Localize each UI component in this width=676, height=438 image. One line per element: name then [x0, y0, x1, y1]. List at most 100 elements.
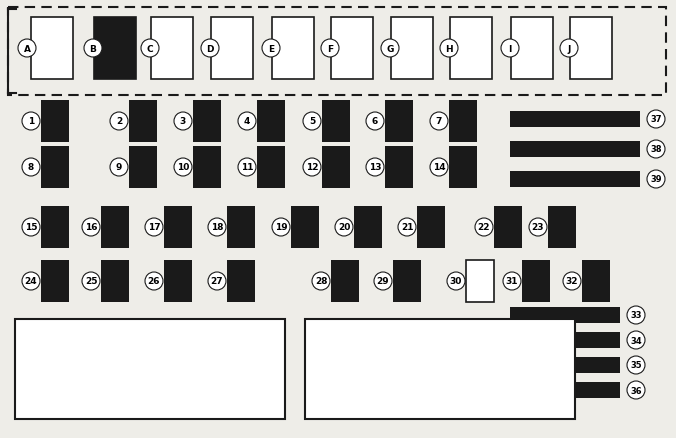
Circle shape: [238, 159, 256, 177]
Bar: [582, 261, 610, 302]
Bar: [227, 207, 255, 248]
Circle shape: [110, 159, 128, 177]
Bar: [211, 18, 253, 80]
Text: 3: 3: [180, 117, 186, 126]
Text: 17: 17: [147, 223, 160, 232]
Text: 9: 9: [116, 163, 122, 172]
Circle shape: [174, 159, 192, 177]
Bar: [393, 261, 421, 302]
Circle shape: [18, 40, 36, 58]
Bar: [193, 147, 221, 189]
Bar: [41, 147, 69, 189]
Bar: [331, 18, 373, 80]
Bar: [466, 261, 494, 302]
Text: B: B: [89, 44, 97, 53]
Bar: [449, 101, 477, 143]
Text: 39: 39: [650, 175, 662, 184]
Bar: [257, 147, 285, 189]
Bar: [510, 141, 640, 158]
Text: F: F: [327, 44, 333, 53]
Text: 28: 28: [315, 277, 327, 286]
Bar: [510, 382, 620, 398]
Circle shape: [82, 219, 100, 237]
Text: 26: 26: [148, 277, 160, 286]
Bar: [494, 207, 522, 248]
Circle shape: [430, 159, 448, 177]
Bar: [164, 207, 192, 248]
Text: E: E: [268, 44, 274, 53]
Circle shape: [627, 306, 645, 324]
Bar: [450, 18, 492, 80]
Text: 6: 6: [372, 117, 378, 126]
Text: 11: 11: [241, 163, 254, 172]
Text: 4: 4: [244, 117, 250, 126]
Circle shape: [374, 272, 392, 290]
Circle shape: [440, 40, 458, 58]
Circle shape: [398, 219, 416, 237]
Bar: [548, 207, 576, 248]
Text: G: G: [386, 44, 393, 53]
Text: 1: 1: [28, 117, 34, 126]
Text: 23: 23: [532, 223, 544, 232]
Circle shape: [145, 272, 163, 290]
Bar: [227, 261, 255, 302]
Text: 19: 19: [274, 223, 287, 232]
Circle shape: [321, 40, 339, 58]
Text: 33: 33: [630, 311, 642, 320]
Text: 21: 21: [401, 223, 413, 232]
Circle shape: [475, 219, 493, 237]
Text: D: D: [206, 44, 214, 53]
Bar: [41, 101, 69, 143]
Circle shape: [238, 113, 256, 131]
Bar: [331, 261, 359, 302]
Text: 13: 13: [368, 163, 381, 172]
Circle shape: [381, 40, 399, 58]
Circle shape: [627, 381, 645, 399]
Bar: [510, 112, 640, 128]
Bar: [322, 101, 350, 143]
Text: 8: 8: [28, 163, 34, 172]
Bar: [272, 18, 314, 80]
Circle shape: [22, 159, 40, 177]
Bar: [94, 18, 136, 80]
Circle shape: [145, 219, 163, 237]
Bar: [151, 18, 193, 80]
Text: A: A: [24, 44, 30, 53]
Circle shape: [647, 111, 665, 129]
Text: I: I: [508, 44, 512, 53]
Circle shape: [647, 141, 665, 159]
Bar: [510, 357, 620, 373]
Bar: [449, 147, 477, 189]
Text: 14: 14: [433, 163, 445, 172]
Text: 30: 30: [450, 277, 462, 286]
Text: 32: 32: [566, 277, 578, 286]
Circle shape: [447, 272, 465, 290]
Text: 36: 36: [630, 385, 642, 395]
Text: H: H: [445, 44, 453, 53]
Circle shape: [208, 219, 226, 237]
Bar: [511, 18, 553, 80]
Text: 37: 37: [650, 115, 662, 124]
Bar: [41, 207, 69, 248]
Circle shape: [529, 219, 547, 237]
Bar: [385, 101, 413, 143]
Bar: [291, 207, 319, 248]
Bar: [129, 147, 157, 189]
Bar: [510, 172, 640, 187]
Circle shape: [262, 40, 280, 58]
Bar: [354, 207, 382, 248]
Text: 35: 35: [630, 360, 642, 370]
Text: 10: 10: [177, 163, 189, 172]
Circle shape: [22, 113, 40, 131]
Circle shape: [503, 272, 521, 290]
Circle shape: [22, 219, 40, 237]
Bar: [101, 261, 129, 302]
Text: 18: 18: [211, 223, 223, 232]
Bar: [417, 207, 445, 248]
Circle shape: [560, 40, 578, 58]
Text: 29: 29: [377, 277, 389, 286]
Bar: [8, 8, 666, 96]
Text: 25: 25: [84, 277, 97, 286]
Circle shape: [82, 272, 100, 290]
Bar: [322, 147, 350, 189]
